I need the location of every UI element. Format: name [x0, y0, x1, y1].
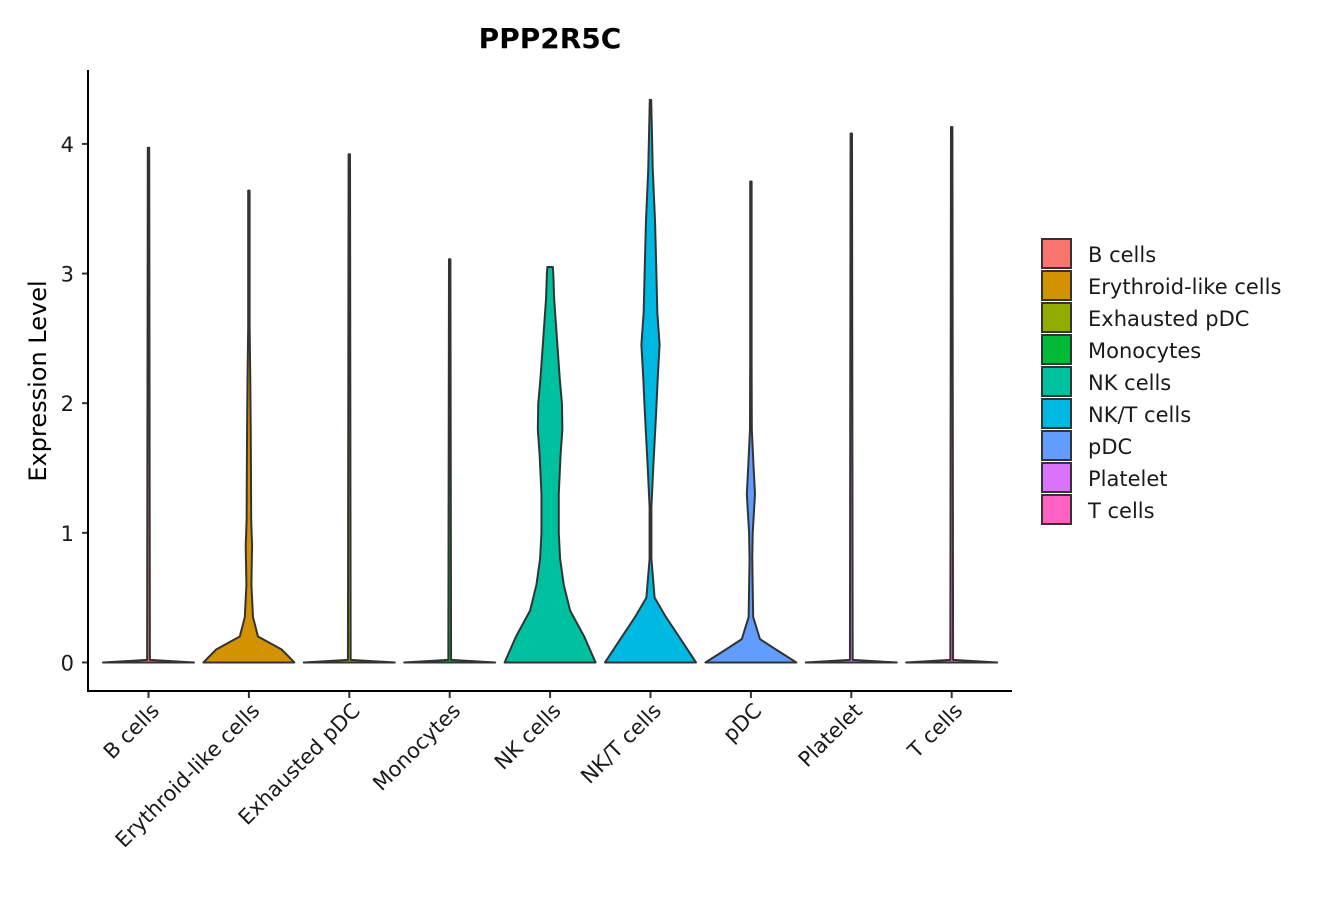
y-tick-label-0: 0 — [61, 651, 74, 675]
y-tick-label-2: 2 — [61, 392, 74, 416]
y-tick-label-3: 3 — [61, 263, 74, 287]
legend-label-exhausted-pdc: Exhausted pDC — [1088, 307, 1249, 331]
violin-nk-cells — [503, 266, 597, 664]
violin-erythroid-like-cells — [202, 189, 296, 664]
x-tick-label-nk-t-cells: NK/T cells — [576, 699, 666, 789]
chart-title: PPP2R5C — [479, 22, 622, 55]
legend: B cells Erythroid-like cells Exhausted pDC… — [1041, 238, 1281, 525]
legend-label-b-cells: B cells — [1088, 243, 1156, 267]
x-tick-label-pdc: pDC — [718, 699, 766, 747]
legend-label-nk-cells: NK cells — [1088, 371, 1171, 395]
violin-group — [102, 98, 999, 664]
legend-label-platelet: Platelet — [1088, 467, 1168, 491]
x-tick-label-nk-cells: NK cells — [490, 699, 566, 775]
legend-label-nk-t-cells: NK/T cells — [1088, 403, 1191, 427]
violin-pdc — [704, 180, 798, 664]
legend-key-exhausted-pdc — [1041, 302, 1072, 333]
legend-key-nk-t-cells — [1041, 398, 1072, 429]
x-tick-label-t-cells: T cells — [902, 699, 967, 764]
legend-key-erythroid-like-cells — [1041, 270, 1072, 301]
legend-label-pdc: pDC — [1088, 435, 1132, 459]
violin-exhausted-pdc — [302, 153, 396, 664]
legend-label-erythroid-like-cells: Erythroid-like cells — [1088, 275, 1281, 299]
x-tick-label-monocytes: Monocytes — [368, 699, 465, 796]
legend-key-b-cells — [1041, 238, 1072, 269]
x-tick-label-b-cells: B cells — [99, 699, 164, 764]
y-tick-label-4: 4 — [61, 133, 74, 157]
legend-key-t-cells — [1041, 494, 1072, 525]
y-tick-label-1: 1 — [61, 522, 74, 546]
violin-t-cells — [905, 126, 999, 664]
legend-key-nk-cells — [1041, 366, 1072, 397]
violin-monocytes — [403, 258, 497, 664]
legend-label-t-cells: T cells — [1087, 499, 1155, 523]
legend-key-platelet — [1041, 462, 1072, 493]
y-axis-ticks: 0 1 2 3 4 — [61, 133, 88, 675]
violin-platelet — [804, 132, 898, 664]
legend-label-monocytes: Monocytes — [1088, 339, 1201, 363]
x-tick-label-platelet: Platelet — [794, 699, 867, 772]
legend-key-monocytes — [1041, 334, 1072, 365]
legend-key-pdc — [1041, 430, 1072, 461]
violin-b-cells — [102, 146, 195, 664]
y-axis-title: Expression Level — [24, 280, 52, 481]
violin-nk-t-cells — [604, 98, 697, 664]
